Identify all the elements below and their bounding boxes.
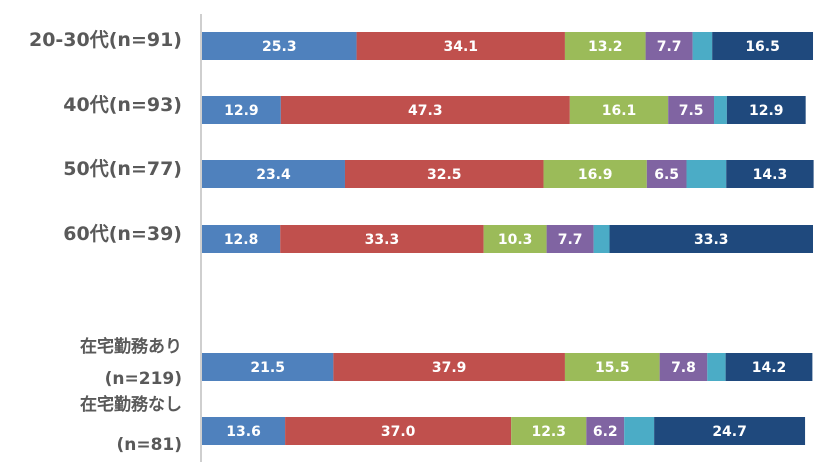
category-label: (n=81) (116, 435, 182, 455)
bar-segment (546, 225, 594, 253)
data-label: 37.9 (432, 360, 467, 376)
bar-segment (202, 160, 345, 188)
data-label: 6.5 (654, 167, 679, 183)
data-label: 32.5 (427, 167, 462, 183)
data-label: 7.7 (657, 39, 682, 55)
bar-segment (202, 353, 334, 381)
data-label: 14.2 (752, 360, 787, 376)
data-label: 34.1 (443, 39, 478, 55)
data-label: 10.3 (498, 232, 533, 248)
bar-segment (726, 160, 814, 188)
data-label: 23.4 (256, 167, 291, 183)
data-label: 13.6 (226, 424, 261, 440)
bar-segment (543, 160, 647, 188)
bar-segment (564, 353, 660, 381)
data-label: 33.3 (365, 232, 400, 248)
bar-segment (654, 417, 806, 445)
bar-segment (624, 417, 655, 445)
bar-segment (202, 32, 357, 60)
data-label: 47.3 (408, 103, 443, 119)
data-label: 33.3 (694, 232, 729, 248)
bar-segment (280, 225, 484, 253)
bar-segment (333, 353, 565, 381)
data-label: 12.9 (224, 103, 259, 119)
data-label: 12.9 (749, 103, 784, 119)
bar-segment (659, 353, 708, 381)
bar-segment (712, 32, 814, 60)
bar-segment (344, 160, 544, 188)
bar-segment (285, 417, 512, 445)
category-label: 60代(n=39) (63, 223, 182, 245)
category-label: 在宅勤務なし (80, 394, 182, 415)
data-label: 7.5 (679, 103, 704, 119)
data-label: 14.3 (753, 167, 788, 183)
bar-segment (686, 160, 727, 188)
bar-segment (511, 417, 587, 445)
bar-segment (692, 32, 713, 60)
data-label: 15.5 (595, 360, 630, 376)
bar-segment (646, 160, 687, 188)
data-label: 24.7 (712, 424, 747, 440)
bar-segment (668, 96, 715, 124)
category-label: 在宅勤務あり (80, 336, 182, 357)
data-label: 7.7 (558, 232, 583, 248)
data-label: 12.8 (224, 232, 259, 248)
category-labels: 20-30代(n=91) 40代(n=93) 50代(n=77) 60代(n=39) 在… (29, 29, 182, 455)
bar-segment (645, 32, 693, 60)
bar-segment (564, 32, 646, 60)
data-label: 13.2 (588, 39, 623, 55)
bar-segment (569, 96, 669, 124)
category-label: 20-30代(n=91) (29, 29, 182, 51)
bar-segment (202, 225, 281, 253)
bar-segment (202, 96, 281, 124)
data-label: 16.5 (745, 39, 780, 55)
data-label: 21.5 (250, 360, 285, 376)
bar-segment (586, 417, 625, 445)
bar-segment (707, 353, 726, 381)
bar-segment (356, 32, 565, 60)
bar-segment (593, 225, 610, 253)
bar-segment (726, 96, 806, 124)
category-label: 50代(n=77) (63, 158, 182, 180)
data-label: 16.9 (578, 167, 613, 183)
bar-segment (714, 96, 727, 124)
bar-segment (483, 225, 547, 253)
bar-segment (725, 353, 813, 381)
category-label: 40代(n=93) (63, 94, 182, 116)
data-label: 25.3 (262, 39, 297, 55)
data-label: 12.3 (531, 424, 566, 440)
category-label: (n=219) (105, 369, 182, 389)
bar-segment (609, 225, 813, 253)
bar-segment (202, 417, 286, 445)
bar-group: 25.3 34.1 13.2 7.7 16.5 12.9 47.3 16.1 7.5 12.9 23… (202, 32, 814, 445)
data-label: 37.0 (381, 424, 416, 440)
data-label: 6.2 (593, 424, 618, 440)
bar-segment (280, 96, 570, 124)
data-label: 16.1 (602, 103, 637, 119)
data-label: 7.8 (671, 360, 696, 376)
